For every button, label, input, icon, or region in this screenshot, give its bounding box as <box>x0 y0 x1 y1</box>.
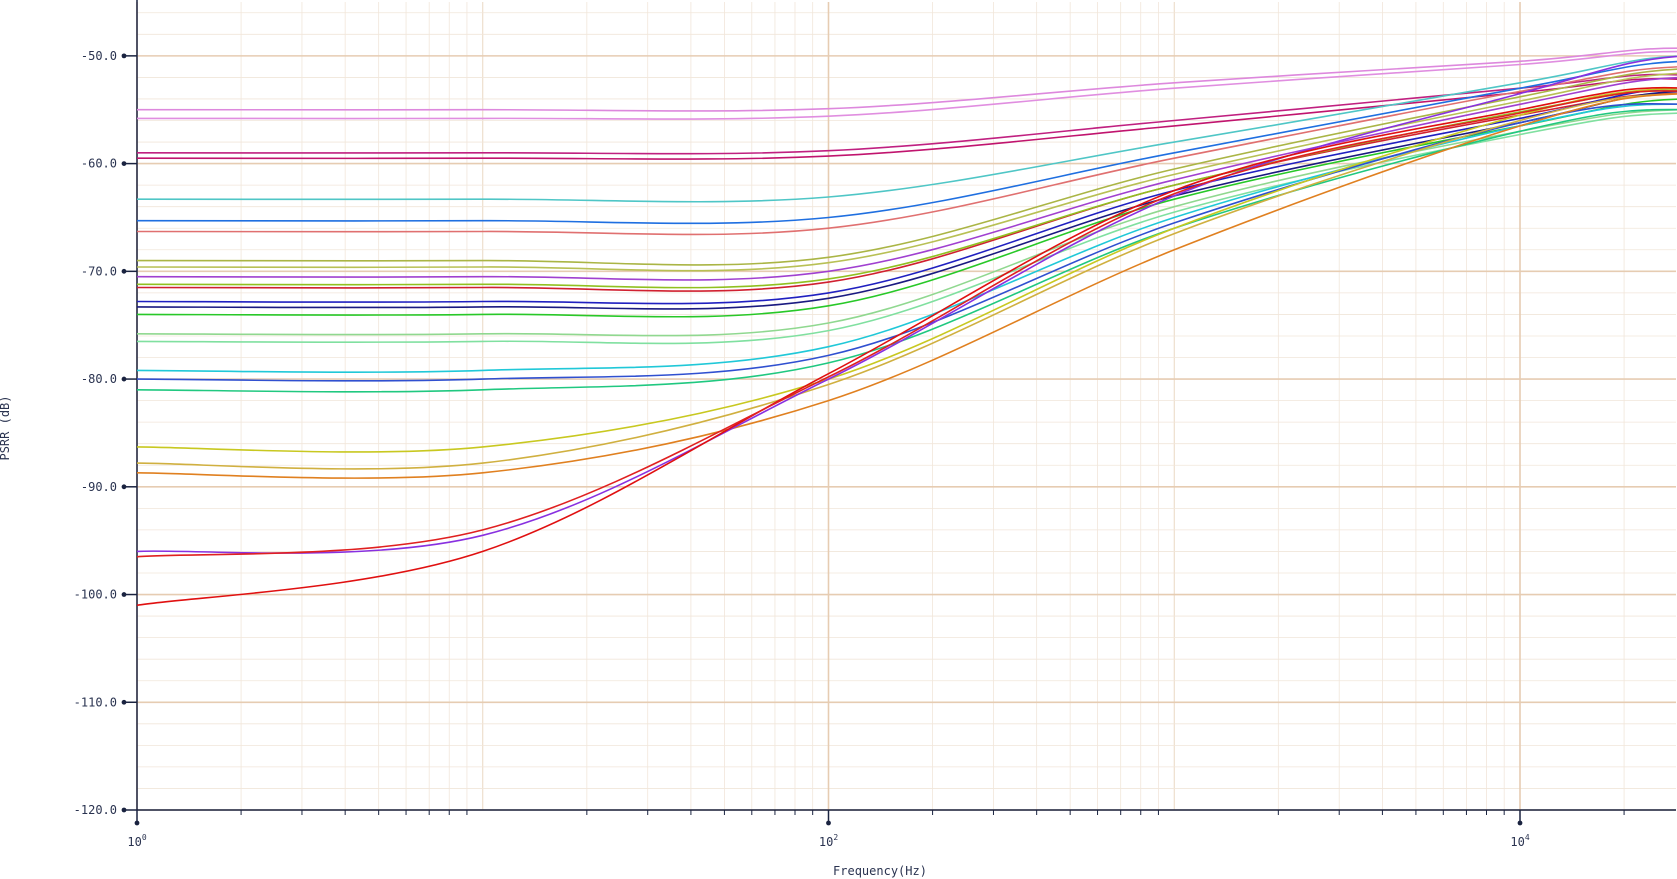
x-axis-ticks: 100102104106108 <box>127 810 1625 849</box>
series-line-6 <box>136 60 1677 225</box>
x-tick-label: 102 <box>819 833 838 849</box>
y-tick-dot <box>121 807 127 813</box>
x-tick-label: 100 <box>127 833 146 849</box>
axes <box>136 0 1676 811</box>
series-line-16 <box>136 109 1677 337</box>
series-line-23 <box>136 93 1677 479</box>
series-line-26 <box>136 90 1677 558</box>
x-tick-dot <box>1517 820 1523 826</box>
series-layer <box>136 47 1677 607</box>
y-tick-dot <box>121 376 127 382</box>
y-tick-label: -90.0 <box>81 480 117 494</box>
series-line-12 <box>136 89 1677 289</box>
y-tick-label: -110.0 <box>74 695 117 709</box>
series-line-24 <box>136 55 1677 554</box>
series-line-9 <box>136 72 1677 272</box>
series-line-5 <box>136 55 1677 203</box>
x-tick-label: 104 <box>1510 833 1529 849</box>
y-tick-label: -50.0 <box>81 49 117 63</box>
grid-major <box>136 2 1676 811</box>
y-axis-title: PSRR (dB) <box>0 395 12 460</box>
series-line-3 <box>136 73 1677 155</box>
series-line-25 <box>136 86 1677 607</box>
y-tick-dot <box>121 268 127 274</box>
series-line-17 <box>136 112 1677 345</box>
y-tick-label: -120.0 <box>74 803 117 817</box>
y-tick-dot <box>121 592 127 597</box>
series-line-4 <box>136 77 1677 160</box>
y-axis-ticks: -50.0 -60.0 -70.0 -80.0 -90.0 -100.0 -110.0 -12… <box>74 49 137 817</box>
y-tick-dot <box>121 699 127 705</box>
series-line-19 <box>136 102 1677 382</box>
x-axis-title: Frequency(Hz) <box>833 864 927 878</box>
series-line-10 <box>136 76 1677 281</box>
series-line-8 <box>136 68 1677 266</box>
series-line-20 <box>136 108 1677 393</box>
y-tick-label: -80.0 <box>81 372 117 386</box>
series-line-2 <box>136 50 1677 120</box>
series-line-13 <box>136 87 1677 305</box>
series-line-11 <box>136 92 1677 292</box>
y-tick-label: -70.0 <box>81 264 117 278</box>
y-tick-label: -60.0 <box>81 157 117 171</box>
y-tick-label: -100.0 <box>74 588 117 602</box>
series-line-7 <box>136 66 1677 236</box>
x-tick-dot <box>134 820 140 826</box>
series-line-21 <box>136 87 1677 453</box>
series-line-15 <box>136 98 1677 318</box>
series-line-1 <box>136 47 1677 112</box>
series-line-18 <box>136 103 1677 373</box>
series-line-22 <box>136 93 1677 470</box>
series-line-14 <box>136 90 1677 310</box>
x-tick-dot <box>826 820 831 826</box>
y-tick-dot <box>121 53 127 59</box>
y-tick-dot <box>121 161 127 167</box>
y-tick-dot <box>121 484 127 490</box>
